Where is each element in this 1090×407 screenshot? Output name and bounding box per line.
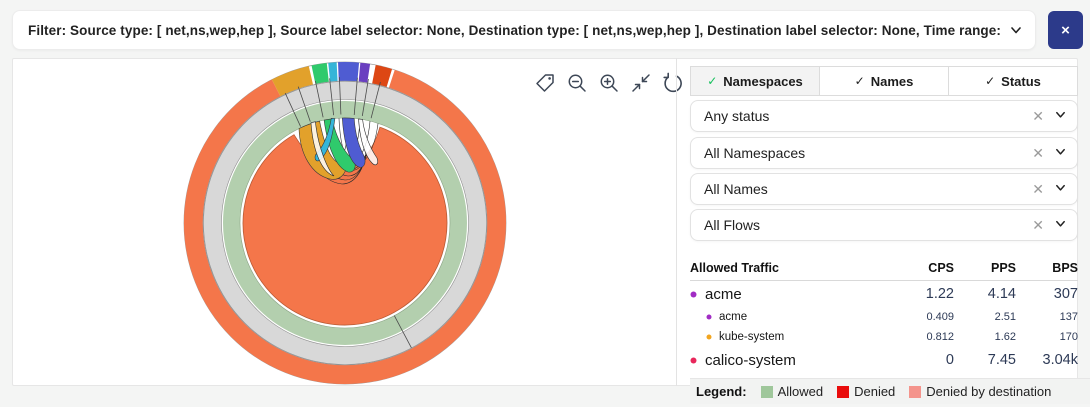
tab-status[interactable]: ✓ Status bbox=[949, 66, 1078, 96]
row-name: calico-system bbox=[705, 351, 796, 369]
clear-icon[interactable]: ✕ bbox=[1032, 216, 1044, 233]
status-filter-select[interactable]: Any status ✕ bbox=[690, 100, 1078, 132]
outer-ring-inner-edge bbox=[202, 80, 488, 366]
tab-namespaces[interactable]: ✓ Namespaces bbox=[690, 66, 820, 96]
flow-chord-diagram[interactable] bbox=[182, 60, 508, 386]
ribbon-white-1[interactable] bbox=[310, 121, 335, 177]
row-bps: 137 bbox=[1059, 311, 1078, 323]
tab-label: Namespaces bbox=[723, 73, 803, 89]
chevron-down-icon[interactable] bbox=[1009, 23, 1023, 37]
ring-dividers bbox=[284, 77, 412, 348]
allowed-swatch-icon bbox=[760, 385, 773, 398]
close-filter-button[interactable]: × bbox=[1048, 11, 1083, 49]
tab-names[interactable]: ✓ Names bbox=[820, 66, 949, 96]
chevron-down-icon[interactable] bbox=[1054, 108, 1067, 124]
namespace-filter-select[interactable]: All Namespaces ✕ bbox=[690, 137, 1078, 169]
center-view-icon[interactable] bbox=[630, 72, 652, 94]
select-value: All Names bbox=[704, 181, 768, 197]
denied-swatch-icon bbox=[837, 385, 850, 398]
row-name: acme bbox=[719, 311, 748, 323]
col-cps: CPS bbox=[928, 261, 954, 275]
row-bps: 170 bbox=[1059, 331, 1078, 343]
legend-label: Legend: bbox=[696, 384, 747, 399]
col-bps: BPS bbox=[1052, 261, 1078, 275]
grouping-tabs: ✓ Namespaces ✓ Names ✓ Status bbox=[690, 66, 1078, 96]
clear-icon[interactable]: ✕ bbox=[1032, 180, 1044, 197]
outer-ring-orange-segment[interactable] bbox=[184, 69, 506, 384]
select-value: All Flows bbox=[704, 217, 761, 233]
row-pps: 2.51 bbox=[994, 311, 1016, 323]
chart-toolbar bbox=[534, 68, 682, 98]
rotate-ccw-icon[interactable] bbox=[662, 72, 684, 94]
row-cps: 0 bbox=[945, 352, 954, 368]
chart-legend: Legend: Allowed Denied Denied by destina… bbox=[690, 378, 1090, 404]
gray-ring-outer-edge bbox=[203, 81, 487, 365]
row-name: acme bbox=[705, 285, 742, 303]
row-cps: 0.409 bbox=[926, 311, 954, 323]
legend-item-denied: Denied bbox=[837, 384, 895, 399]
table-title: Allowed Traffic bbox=[690, 261, 779, 275]
row-cps: 1.22 bbox=[925, 286, 954, 302]
row-name: kube-system bbox=[719, 331, 785, 343]
allowed-traffic-table: Allowed Traffic CPS PPS BPS acme 1.22 4.… bbox=[690, 256, 1078, 373]
clear-icon[interactable]: ✕ bbox=[1032, 144, 1044, 161]
flow-filter-bar[interactable]: Filter: Source type: [ net,ns,wep,hep ],… bbox=[12, 10, 1036, 50]
legend-item-label: Denied by destination bbox=[926, 384, 1052, 399]
row-cps: 0.812 bbox=[926, 331, 954, 343]
gray-ring-inner-edge bbox=[221, 99, 469, 347]
table-row[interactable]: kube-system 0.812 1.62 170 bbox=[690, 327, 1078, 347]
chevron-down-icon[interactable] bbox=[1054, 181, 1067, 197]
legend-item-label: Allowed bbox=[777, 384, 824, 399]
zoom-out-icon[interactable] bbox=[566, 72, 588, 94]
segment-vermilion[interactable] bbox=[372, 64, 393, 88]
clear-icon[interactable]: ✕ bbox=[1032, 107, 1044, 124]
legend-item-denied-by-destination: Denied by destination bbox=[909, 384, 1051, 399]
segment-gold[interactable] bbox=[271, 66, 314, 97]
middle-gray-ring[interactable] bbox=[203, 81, 487, 365]
table-row[interactable]: calico-system 0 7.45 3.04k bbox=[690, 347, 1078, 373]
legend-item-label: Denied bbox=[854, 384, 896, 399]
chevron-down-icon[interactable] bbox=[1054, 145, 1067, 161]
row-pps: 1.62 bbox=[994, 331, 1016, 343]
tab-label: Names bbox=[870, 73, 914, 89]
select-value: All Namespaces bbox=[704, 145, 806, 161]
namespace-dot-icon bbox=[690, 291, 697, 297]
table-header: Allowed Traffic CPS PPS BPS bbox=[690, 256, 1078, 281]
table-row[interactable]: acme 0.409 2.51 137 bbox=[690, 307, 1078, 327]
table-row[interactable]: acme 1.22 4.14 307 bbox=[690, 281, 1078, 307]
row-pps: 4.14 bbox=[987, 286, 1016, 302]
tab-label: Status bbox=[1001, 73, 1041, 89]
namespace-dot-icon bbox=[706, 334, 712, 340]
check-icon: ✓ bbox=[985, 74, 996, 88]
segment-purple[interactable] bbox=[358, 62, 371, 83]
panel-divider bbox=[676, 58, 677, 386]
segment-green[interactable] bbox=[311, 63, 329, 85]
denied-by-destination-swatch-icon bbox=[909, 385, 922, 398]
flows-filter-select[interactable]: All Flows ✕ bbox=[690, 209, 1078, 241]
name-filter-select[interactable]: All Names ✕ bbox=[690, 173, 1078, 205]
zoom-in-icon[interactable] bbox=[598, 72, 620, 94]
ribbon-blue[interactable] bbox=[341, 117, 366, 168]
col-pps: PPS bbox=[990, 261, 1016, 275]
row-pps: 7.45 bbox=[987, 352, 1016, 368]
namespace-dot-icon bbox=[690, 357, 697, 363]
tag-icon[interactable] bbox=[534, 72, 556, 94]
segment-cyan[interactable] bbox=[328, 62, 338, 82]
inner-green-ring[interactable] bbox=[223, 101, 467, 345]
legend-item-allowed: Allowed bbox=[760, 384, 824, 399]
segment-blue[interactable] bbox=[338, 61, 360, 82]
filter-summary-text: Filter: Source type: [ net,ns,wep,hep ],… bbox=[28, 22, 1001, 38]
chevron-down-icon[interactable] bbox=[1054, 217, 1067, 233]
namespace-dot-icon bbox=[706, 314, 712, 320]
row-bps: 3.04k bbox=[1042, 352, 1078, 368]
row-bps: 307 bbox=[1053, 286, 1078, 302]
ribbon-white-2[interactable] bbox=[358, 118, 378, 166]
check-icon: ✓ bbox=[854, 74, 865, 88]
check-icon: ✓ bbox=[707, 74, 718, 88]
select-value: Any status bbox=[704, 108, 770, 124]
